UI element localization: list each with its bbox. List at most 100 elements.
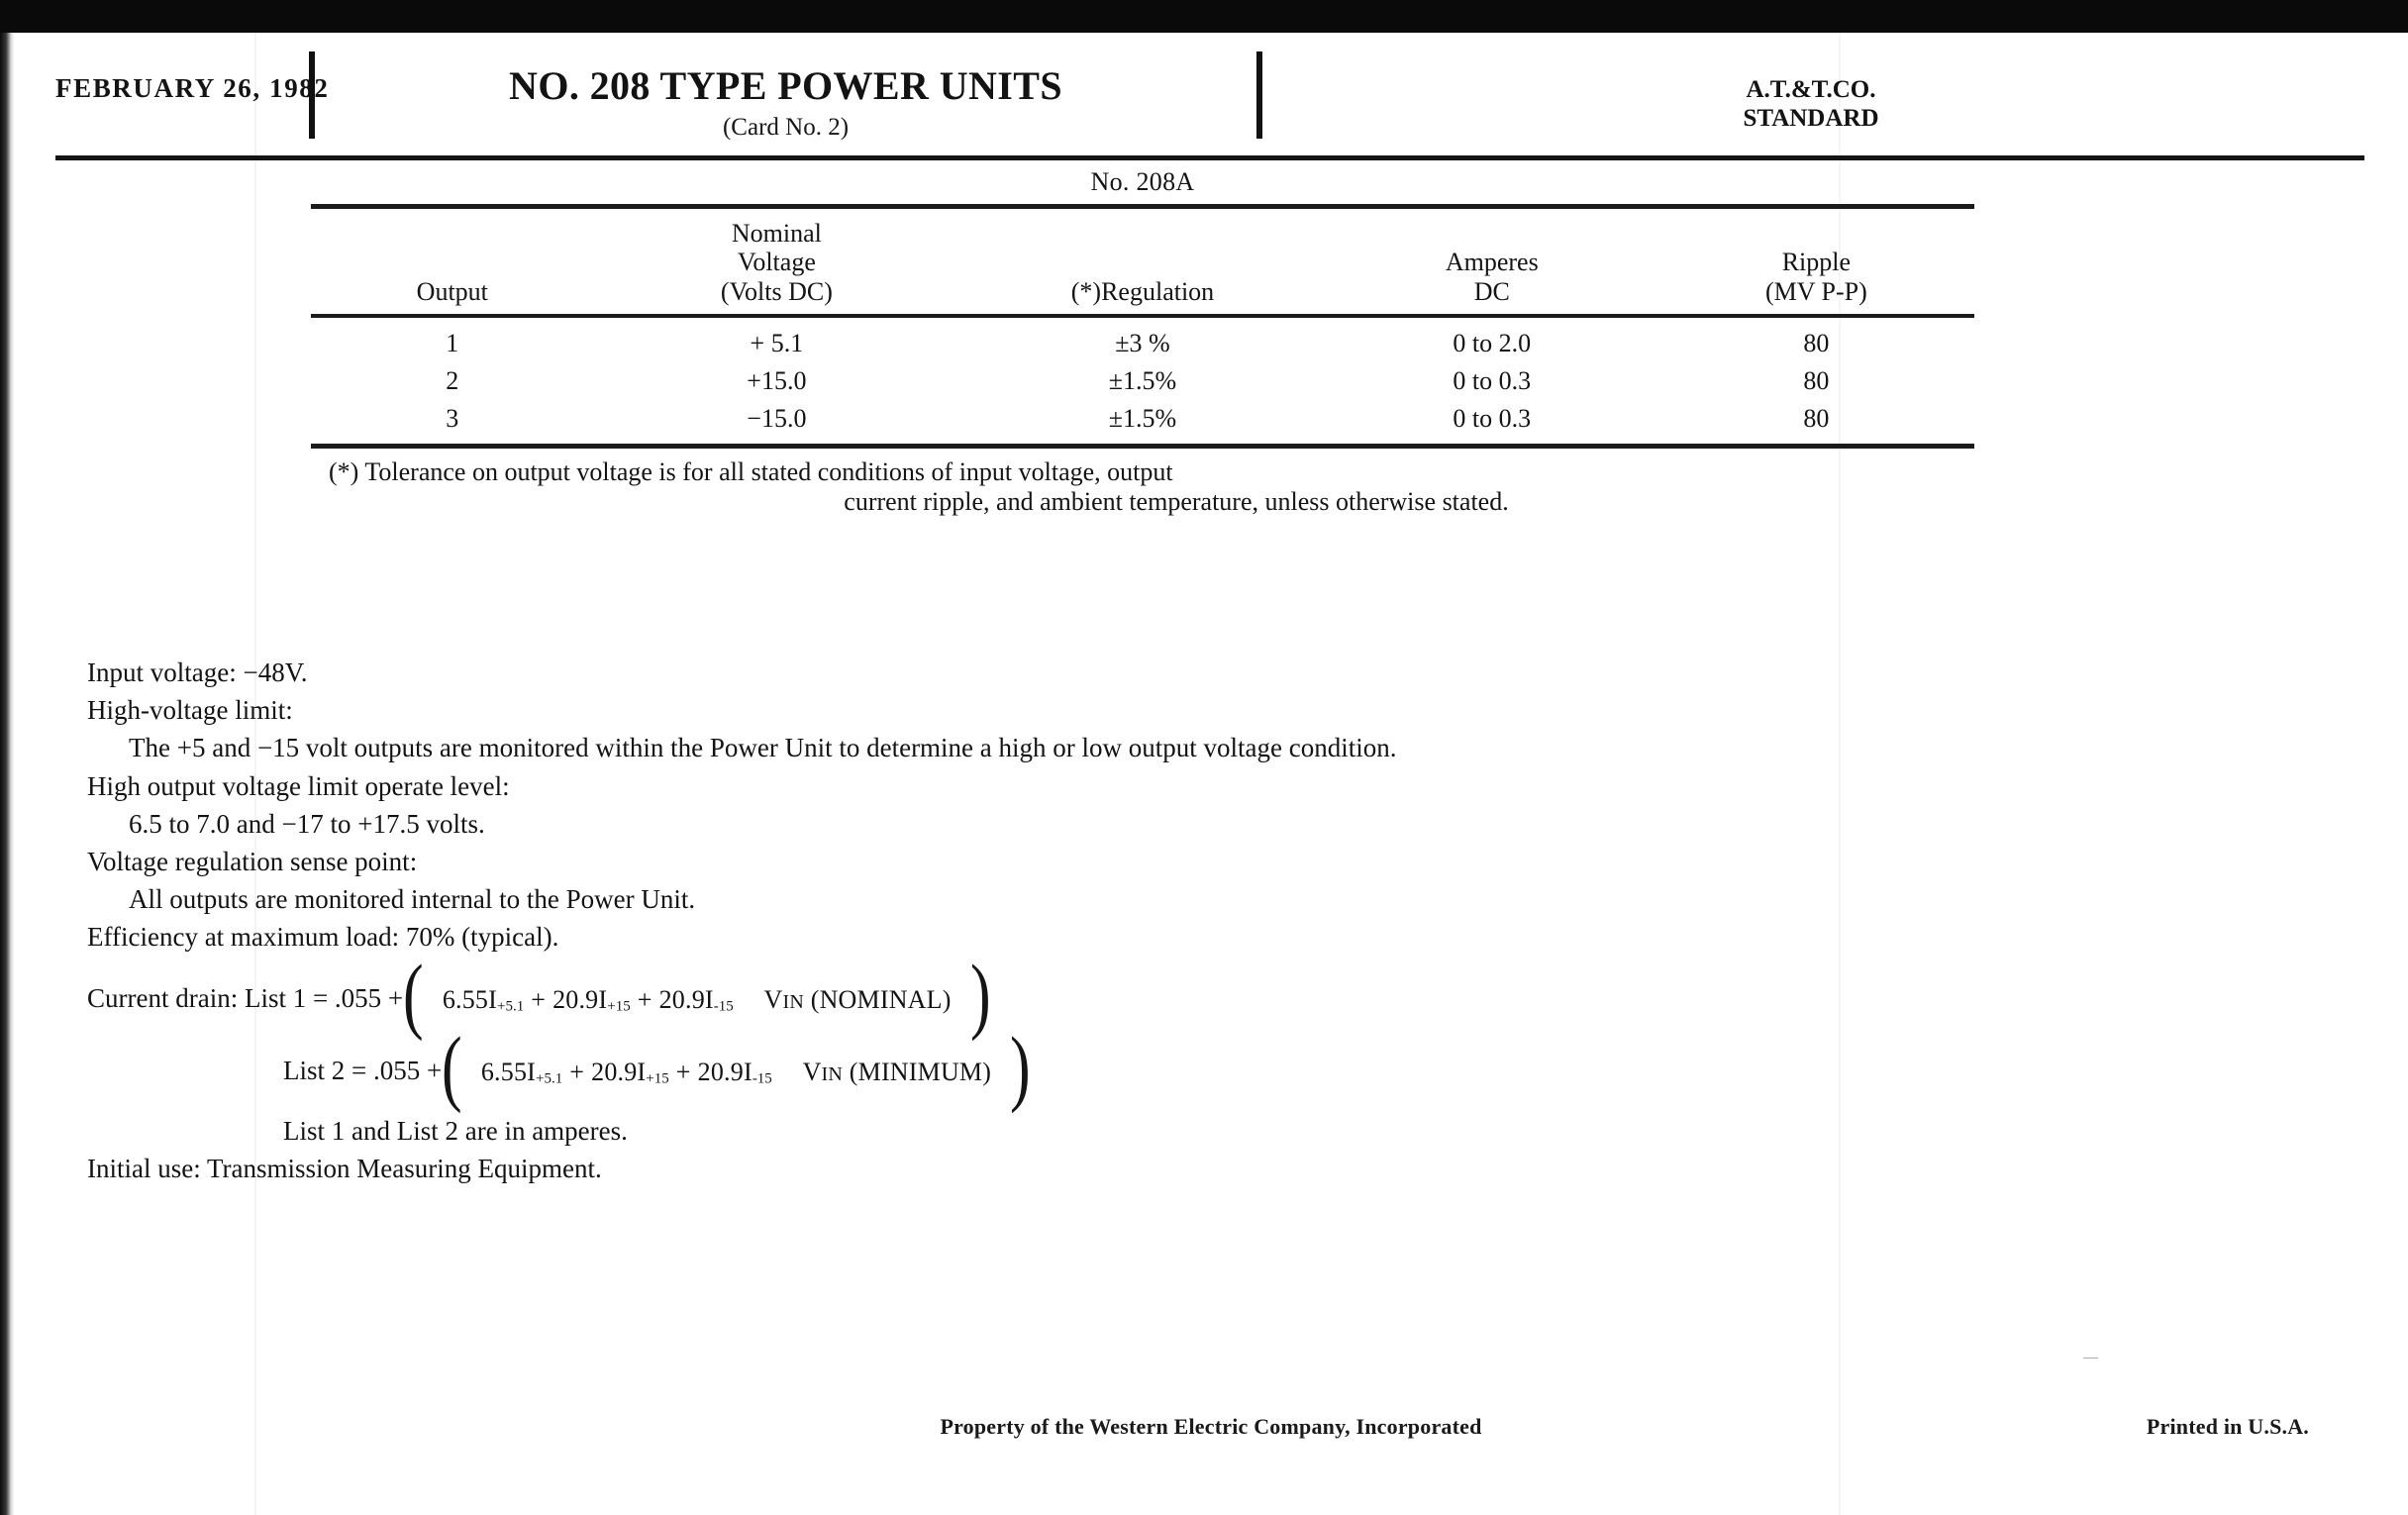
spec-initial-use: Initial use: Transmission Measuring Equi… <box>87 1153 602 1183</box>
denominator-qualifier: (NOMINAL) <box>810 984 952 1014</box>
table-header-row: Output Nominal Voltage (Volts DC) (*)Reg… <box>311 209 1974 314</box>
cell-regulation: ±1.5% <box>1108 403 1177 433</box>
cell-ripple: 80 <box>1803 403 1830 433</box>
denominator-v: V <box>763 984 783 1014</box>
page-header: FEBRUARY 26, 1982 NO. 208 TYPE POWER UNI… <box>14 33 2408 161</box>
current-drain-label: Current drain: List 1 = .055 + <box>87 982 404 1013</box>
numerator-term-1: 6.55I <box>442 984 497 1014</box>
numerator-operator-2: + <box>637 984 652 1014</box>
standard-mark-line2: STANDARD <box>1743 104 1879 132</box>
spec-high-output-limit-text: 6.5 to 7.0 and −17 to +17.5 volts. <box>129 808 485 839</box>
numerator-term-3-subscript: -15 <box>752 1070 772 1087</box>
cell-output: 1 <box>446 329 459 358</box>
document-page: FEBRUARY 26, 1982 NO. 208 TYPE POWER UNI… <box>14 33 2408 1515</box>
paren-open-icon: ( <box>403 947 424 1043</box>
spec-lists-units: List 1 and List 2 are in amperes. <box>283 1115 628 1146</box>
cell-nominal-voltage: −15.0 <box>747 403 807 433</box>
paren-open-icon: ( <box>442 1019 462 1115</box>
numerator-operator-1: + <box>569 1057 585 1086</box>
numerator-term-2: 20.9I <box>552 984 608 1014</box>
fraction-denominator: VIN (NOMINAL) <box>754 981 961 1014</box>
cell-nominal-voltage: +15.0 <box>747 365 807 395</box>
column-header-amperes-dc: Amperes DC <box>1445 248 1539 306</box>
paren-close-icon: ) <box>969 947 991 1043</box>
paren-close-icon: ) <box>1010 1019 1031 1115</box>
table-caption: No. 208A <box>1090 167 1195 196</box>
cell-output: 2 <box>446 365 459 395</box>
cell-output: 3 <box>446 403 459 433</box>
numerator-term-3: 20.9I <box>697 1057 752 1086</box>
cell-nominal-voltage: + 5.1 <box>750 329 804 358</box>
numerator-term-3: 20.9I <box>658 984 714 1014</box>
table-row: 3 −15.0 ±1.5% 0 to 0.3 80 <box>311 400 1974 444</box>
spec-efficiency: Efficiency at maximum load: 70% (typical… <box>87 922 559 953</box>
page-title-block: NO. 208 TYPE POWER UNITS (Card No. 2) <box>315 62 1256 142</box>
table-footnote-line2: current ripple, and ambient temperature,… <box>844 486 1509 516</box>
spec-sense-point-text: All outputs are monitored internal to th… <box>129 884 696 915</box>
numerator-term-2-subscript: +15 <box>646 1070 669 1087</box>
denominator-v: V <box>802 1057 822 1086</box>
fraction-list2: 6.55I+5.1 +20.9I+15 +20.9I-15 VIN (MINIMUM… <box>471 1054 1001 1090</box>
cell-regulation: ±1.5% <box>1108 365 1177 395</box>
current-drain-list2-formula: List 2 = .055 + ( 6.55I+5.1 +20.9I+15 +20.… <box>87 1019 2355 1115</box>
denominator-qualifier: (MINIMUM) <box>849 1057 992 1086</box>
header-divider-right <box>1256 51 1262 139</box>
fraction-list1: 6.55I+5.1 +20.9I+15 +20.9I-15 VIN (NOMINAL… <box>433 981 961 1018</box>
table-rule-bottom <box>311 443 1974 449</box>
cell-amperes-dc: 0 to 2.0 <box>1453 329 1532 358</box>
numerator-term-1-subscript: +5.1 <box>536 1070 563 1087</box>
scan-fold-artifact-left <box>254 33 256 1515</box>
cell-amperes-dc: 0 to 0.3 <box>1453 365 1532 395</box>
header-divider-left <box>309 51 315 139</box>
fraction-numerator: 6.55I+5.1 +20.9I+15 +20.9I-15 <box>471 1058 782 1089</box>
body-copy: Input voltage: −48V. High-voltage limit:… <box>87 655 2355 1188</box>
spec-input-voltage: Input voltage: −48V. <box>87 657 308 687</box>
header-date: FEBRUARY 26, 1982 <box>55 73 330 103</box>
specifications-table-block: No. 208A Output Nominal Voltage (Volts D… <box>311 167 1974 517</box>
footer-property-notice: Property of the Western Electric Company… <box>940 1414 1482 1439</box>
table-rule-header <box>311 314 1974 319</box>
page-subtitle: (Card No. 2) <box>722 114 850 141</box>
denominator-v-subscript: IN <box>782 990 805 1013</box>
spacer <box>87 1104 2355 1113</box>
current-drain-list1-formula: Current drain: List 1 = .055 + ( 6.55I+5… <box>87 947 2355 1043</box>
page-title: NO. 208 TYPE POWER UNITS <box>509 63 1062 108</box>
footer-printed-in: Printed in U.S.A. <box>2146 1414 2309 1439</box>
list2-label: List 2 = .055 + <box>283 1055 443 1085</box>
cell-amperes-dc: 0 to 0.3 <box>1453 403 1532 433</box>
fraction-numerator: 6.55I+5.1 +20.9I+15 +20.9I-15 <box>433 985 744 1017</box>
spec-high-voltage-limit-text: The +5 and −15 volt outputs are monitore… <box>129 733 1397 763</box>
scan-speck-artifact: — <box>2083 1350 2098 1365</box>
numerator-operator-1: + <box>531 984 547 1014</box>
column-header-ripple: Ripple (MV P-P) <box>1764 248 1867 306</box>
specifications-table: Output Nominal Voltage (Volts DC) (*)Reg… <box>311 209 1974 314</box>
cell-ripple: 80 <box>1803 329 1830 358</box>
numerator-term-1: 6.55I <box>480 1057 537 1086</box>
spec-high-output-limit-label: High output voltage limit operate level: <box>87 770 510 801</box>
header-horizontal-rule <box>55 155 2364 160</box>
column-header-output: Output <box>416 276 488 306</box>
column-header-regulation: (*)Regulation <box>1070 276 1215 306</box>
standard-mark: A.T.&T.CO. STANDARD <box>1266 76 2356 133</box>
numerator-term-2: 20.9I <box>591 1057 647 1086</box>
numerator-term-3-subscript: -15 <box>713 998 734 1015</box>
specifications-table-body: 1 + 5.1 ±3 % 0 to 2.0 80 2 +15.0 ±1.5% 0… <box>311 318 1974 443</box>
cell-regulation: ±3 % <box>1115 329 1170 358</box>
spec-high-voltage-limit-label: High-voltage limit: <box>87 695 293 726</box>
table-row: 1 + 5.1 ±3 % 0 to 2.0 80 <box>311 318 1974 362</box>
table-footnote-line1: (*) Tolerance on output voltage is for a… <box>329 456 1173 486</box>
cell-ripple: 80 <box>1803 365 1830 395</box>
numerator-operator-2: + <box>675 1057 691 1086</box>
scan-top-border <box>0 0 2408 33</box>
numerator-term-1-subscript: +5.1 <box>496 998 525 1015</box>
denominator-v-subscript: IN <box>821 1062 844 1085</box>
column-header-nominal-voltage: Nominal Voltage (Volts DC) <box>720 219 833 306</box>
numerator-term-2-subscript: +15 <box>607 998 631 1015</box>
table-footnote: (*) Tolerance on output voltage is for a… <box>311 457 1974 518</box>
fraction-denominator: VIN (MINIMUM) <box>793 1054 1002 1086</box>
scan-left-edge <box>0 33 14 1515</box>
standard-mark-line1: A.T.&T.CO. <box>1746 76 1876 103</box>
table-rule-top <box>311 204 1974 209</box>
spec-sense-point-label: Voltage regulation sense point: <box>87 846 418 876</box>
